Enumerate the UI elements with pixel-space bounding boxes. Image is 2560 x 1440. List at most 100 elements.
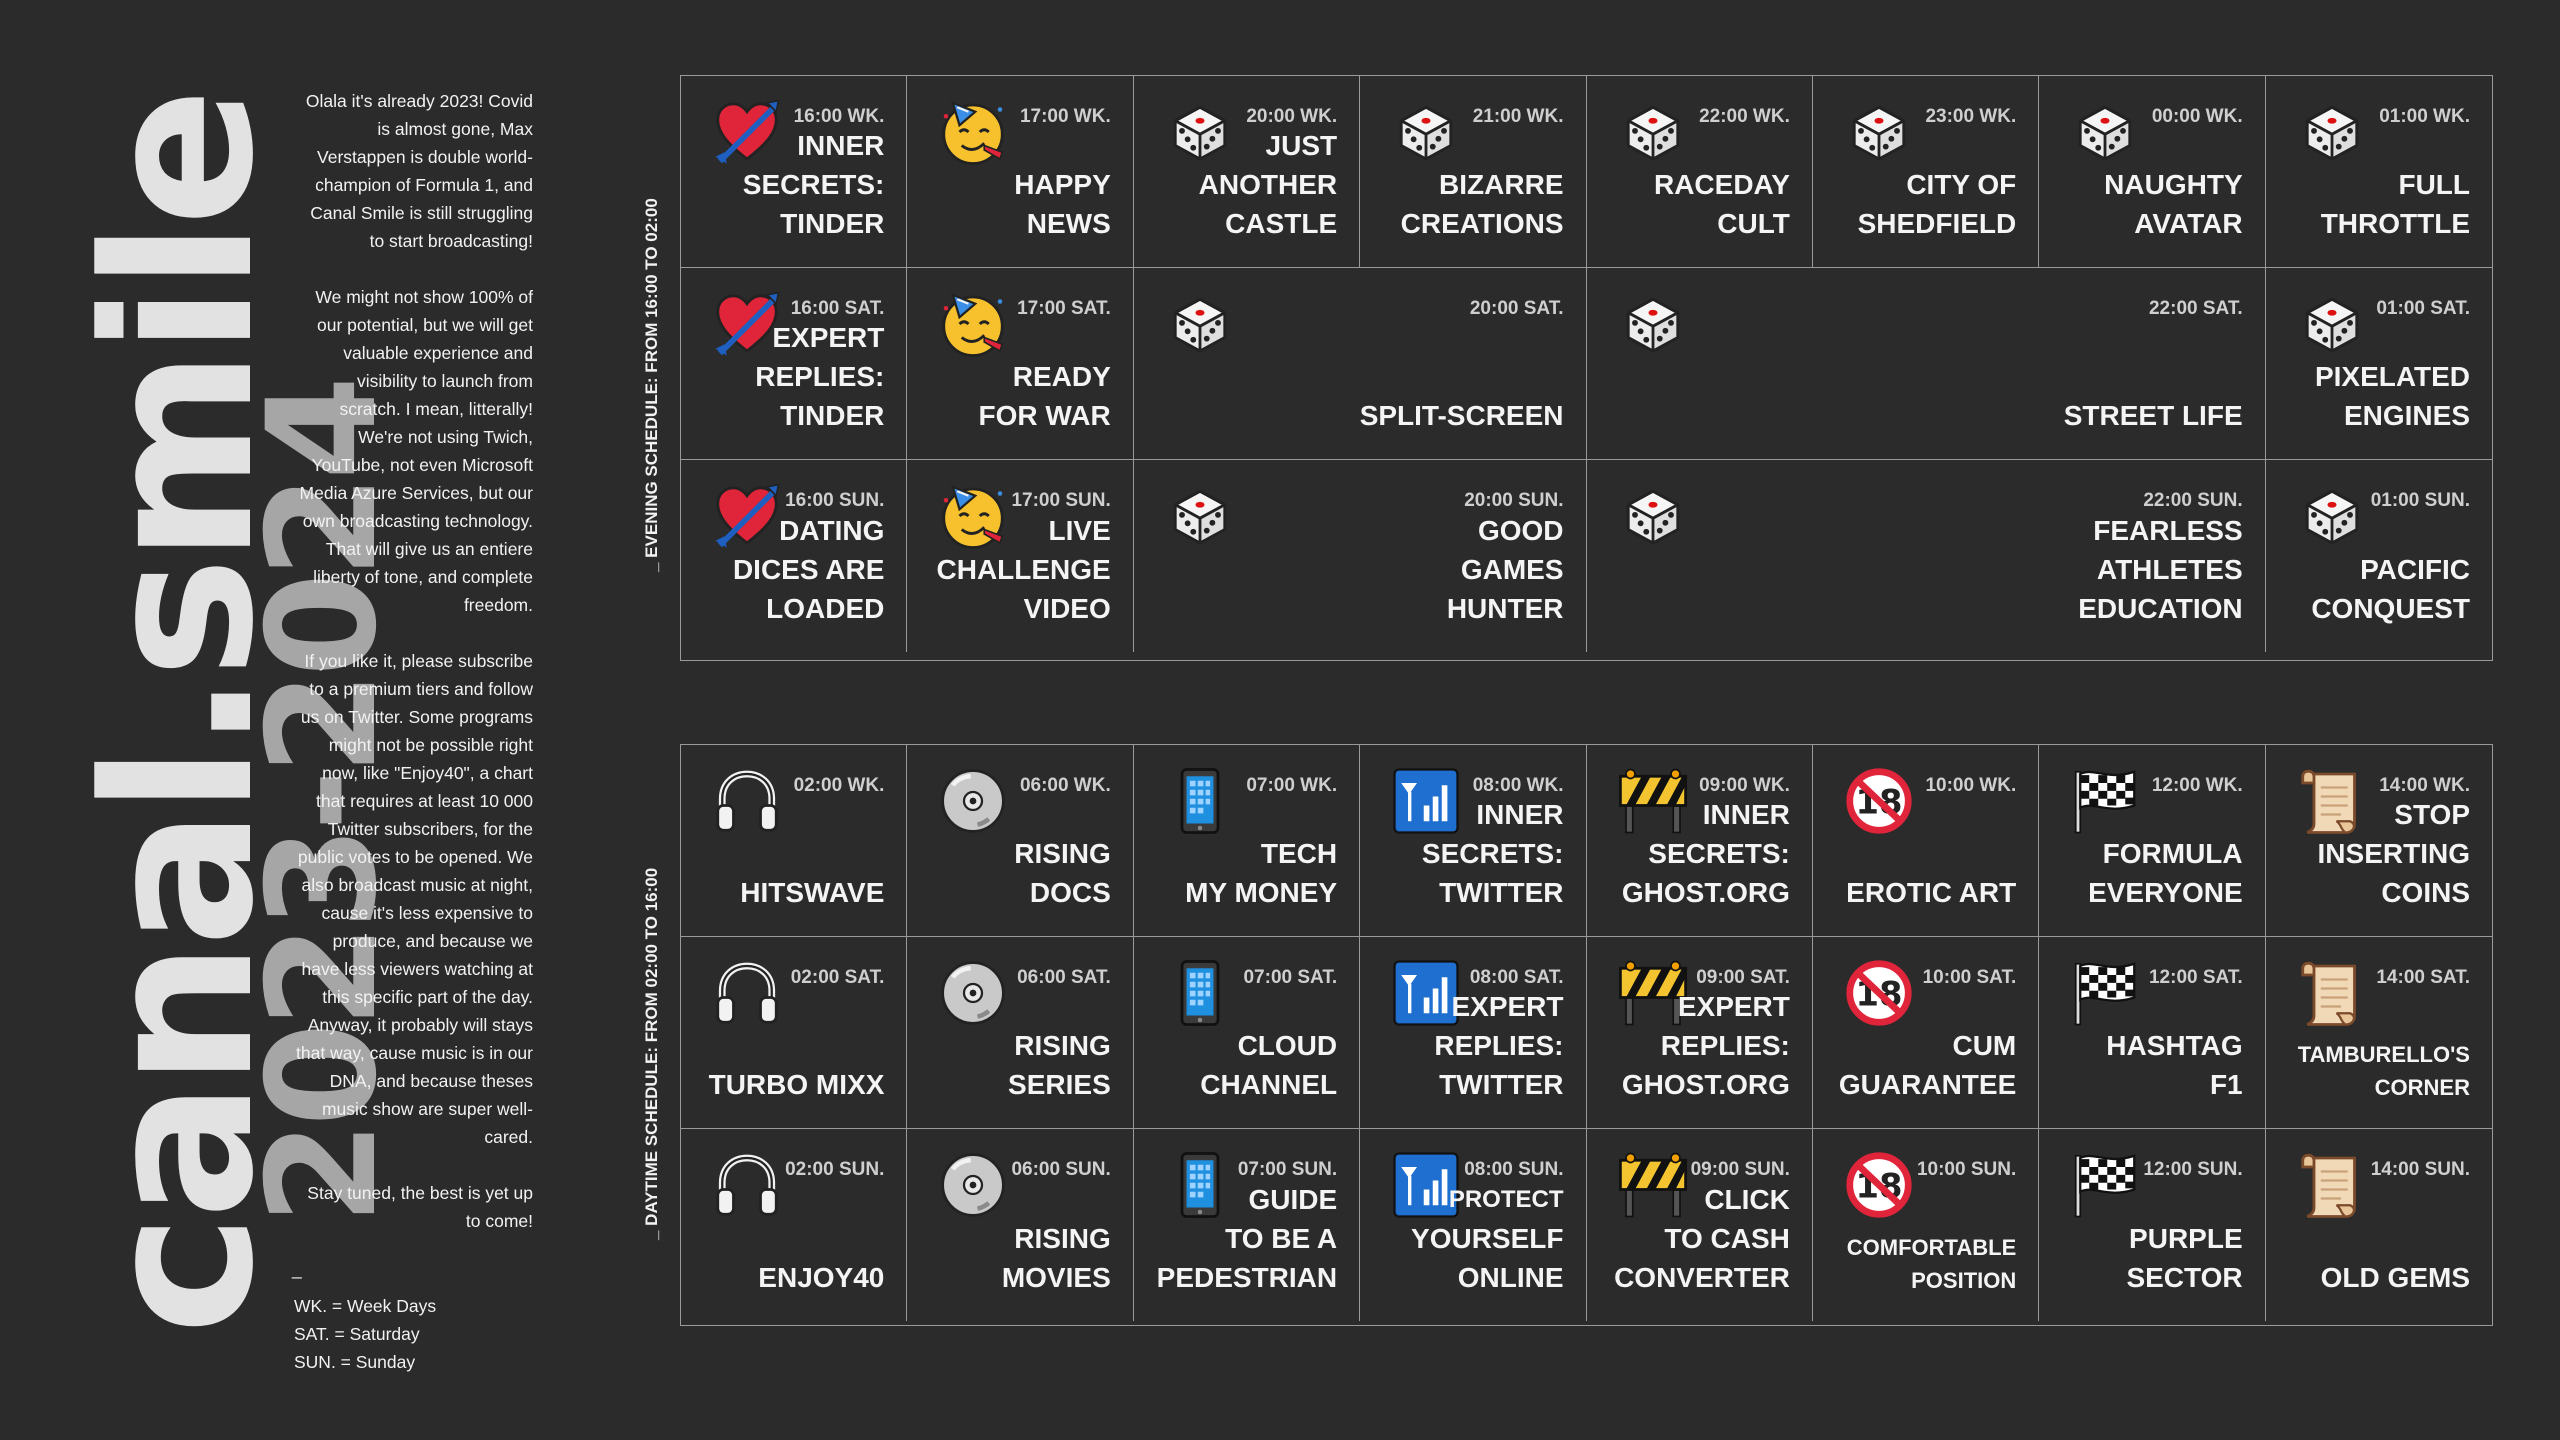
program-title: SPLIT-SCREEN xyxy=(1359,400,1564,431)
program-cell: 08:00 WK. INNER SECRETS: TWITTER xyxy=(1360,745,1587,937)
program-time: 02:00 SAT. xyxy=(790,967,885,988)
program-title: COMFORTABLE POSITION xyxy=(1846,1235,2017,1293)
program-cell: 17:00 SAT. READY FOR WAR xyxy=(907,268,1134,460)
heart-arrow-icon xyxy=(711,96,783,168)
heart-arrow-icon xyxy=(711,288,783,360)
program-title: RISING DOCS xyxy=(1014,838,1111,908)
scroll-icon xyxy=(2296,1149,2368,1221)
headphones-icon xyxy=(711,957,783,1029)
program-title: INNER SECRETS: TINDER xyxy=(742,130,885,239)
program-time: 17:00 SUN. xyxy=(1011,490,1111,511)
program-title: DATING DICES ARE LOADED xyxy=(732,515,885,624)
headphones-icon xyxy=(711,765,783,837)
program-title: FEARLESS ATHLETES EDUCATION xyxy=(2078,515,2243,624)
daytime-schedule-grid: 02:00 WK. HITSWAVE 06:00 WK. RISING DOCS 07:… xyxy=(680,744,2493,1326)
program-cell: 16:00 SUN. DATING DICES ARE LOADED xyxy=(681,460,908,652)
scroll-icon xyxy=(2296,765,2368,837)
dice-icon xyxy=(2069,96,2141,168)
intro-paragraph: Stay tuned, the best is yet up to come! xyxy=(307,1183,533,1231)
program-cell: 18 10:00 SAT. CUM GUARANTEE xyxy=(1812,937,2040,1129)
dice-icon xyxy=(1164,96,1236,168)
program-cell: 17:00 SUN. LIVE CHALLENGE VIDEO xyxy=(907,460,1134,652)
program-time: 12:00 WK. xyxy=(2151,775,2243,796)
program-time: 20:00 SUN. xyxy=(1464,490,1564,511)
program-time: 09:00 SAT. xyxy=(1696,967,1790,988)
evening-schedule-grid: 16:00 WK. INNER SECRETS: TINDER 17:00 WK. H… xyxy=(680,75,2493,661)
heart-arrow-icon xyxy=(711,480,783,552)
program-time: 23:00 WK. xyxy=(1925,106,2017,127)
dice-icon xyxy=(1617,480,1689,552)
program-time: 17:00 SAT. xyxy=(1017,298,1111,319)
program-cell: 21:00 WK. BIZARRE CREATIONS xyxy=(1360,76,1587,268)
program-cell: 18 10:00 WK. EROTIC ART xyxy=(1812,745,2040,937)
program-cell: 09:00 SUN. CLICK TO CASH CONVERTER xyxy=(1587,1129,1813,1321)
program-title: HAPPY NEWS xyxy=(1014,169,1111,239)
program-cell: 20:00 SAT. SPLIT-SCREEN xyxy=(1133,268,1587,460)
barrier-icon xyxy=(1617,765,1689,837)
program-title: FORMULA EVERYONE xyxy=(2088,838,2243,908)
program-time: 12:00 SUN. xyxy=(2143,1159,2243,1180)
program-title: PURPLE SECTOR xyxy=(2126,1223,2243,1293)
signal-icon xyxy=(1390,957,1462,1029)
cd-icon xyxy=(937,957,1009,1029)
program-cell: 07:00 SUN. GUIDE TO BE A PEDESTRIAN xyxy=(1134,1129,1361,1321)
no-under-18-icon: 18 xyxy=(1843,957,1915,1029)
program-cell: 22:00 SUN. FEARLESS ATHLETES EDUCATION xyxy=(1587,460,2266,652)
program-time: 14:00 SAT. xyxy=(2376,967,2470,988)
checkered-flag-icon xyxy=(2069,1149,2141,1221)
program-time: 22:00 SAT. xyxy=(2148,298,2243,319)
party-face-icon xyxy=(937,480,1009,552)
signal-icon xyxy=(1390,1149,1462,1221)
headphones-icon xyxy=(711,1149,783,1221)
program-cell: 07:00 SAT. CLOUD CHANNEL xyxy=(1133,937,1361,1129)
dice-icon xyxy=(1164,480,1236,552)
intro-divider: _ xyxy=(292,1259,302,1279)
brand-logo: canal.smile 2023-2024 xyxy=(61,0,410,1440)
program-time: 01:00 SAT. xyxy=(2376,298,2470,319)
evening-schedule-label: _ EVENING SCHEDULE: FROM 16:00 TO 02:00 xyxy=(642,198,661,572)
program-cell: 02:00 SAT. TURBO MIXX xyxy=(681,937,908,1129)
program-title: PROTECT YOURSELF ONLINE xyxy=(1411,1178,1563,1297)
program-cell: 08:00 SUN. PROTECT YOURSELF ONLINE xyxy=(1360,1129,1587,1321)
program-title: CLICK TO CASH CONVERTER xyxy=(1614,1184,1790,1293)
checkered-flag-icon xyxy=(2069,957,2141,1029)
program-time: 17:00 WK. xyxy=(1019,106,1111,127)
program-title: RISING SERIES xyxy=(1008,1030,1111,1100)
dice-icon xyxy=(1617,288,1689,360)
no-under-18-icon: 18 xyxy=(1843,765,1915,837)
program-title: RACEDAY CULT xyxy=(1653,169,1790,239)
program-title: OLD GEMS xyxy=(2320,1262,2470,1293)
program-time: 16:00 SAT. xyxy=(790,298,885,319)
program-cell: 17:00 WK. HAPPY NEWS xyxy=(907,76,1134,268)
program-title: EXPERT REPLIES: TWITTER xyxy=(1434,991,1564,1100)
program-title: PACIFIC CONQUEST xyxy=(2311,554,2470,624)
program-title: EXPERT REPLIES: TINDER xyxy=(755,322,885,431)
program-cell: 06:00 WK. RISING DOCS xyxy=(907,745,1134,937)
program-cell: 23:00 WK. CITY OF SHEDFIELD xyxy=(1812,76,2040,268)
program-title: LIVE CHALLENGE VIDEO xyxy=(936,515,1111,624)
intro-paragraph: Olala it's already 2023! Covid is almost… xyxy=(305,91,533,251)
program-cell: 14:00 SAT. TAMBURELLO'S CORNER xyxy=(2265,937,2492,1129)
program-time: 14:00 WK. xyxy=(2379,775,2470,796)
legend-item: SAT. = Saturday xyxy=(294,1324,420,1344)
program-cell: 16:00 WK. INNER SECRETS: TINDER xyxy=(681,76,908,268)
program-title: GUIDE TO BE A PEDESTRIAN xyxy=(1156,1184,1338,1293)
program-title: STOP INSERTING COINS xyxy=(2317,799,2470,908)
program-time: 07:00 SUN. xyxy=(1237,1159,1338,1180)
program-title: RISING MOVIES xyxy=(1001,1223,1111,1293)
program-time: 01:00 SUN. xyxy=(2370,490,2470,511)
program-time: 07:00 SAT. xyxy=(1243,967,1338,988)
program-time: 22:00 WK. xyxy=(1699,106,1790,127)
program-title-line: PROTECT xyxy=(1448,1186,1564,1213)
legend-item: WK. = Week Days xyxy=(294,1296,437,1316)
dice-icon xyxy=(1617,96,1689,168)
program-time: 06:00 WK. xyxy=(1019,775,1111,796)
barrier-icon xyxy=(1617,1149,1689,1221)
intro-text: Olala it's already 2023! Covid is almost… xyxy=(292,87,533,1297)
program-cell: 02:00 WK. HITSWAVE xyxy=(681,745,908,937)
party-face-icon xyxy=(937,288,1009,360)
program-title: ENJOY40 xyxy=(758,1262,885,1293)
program-time: 02:00 WK. xyxy=(793,775,885,796)
cd-icon xyxy=(937,1149,1009,1221)
program-time: 20:00 WK. xyxy=(1246,106,1338,127)
